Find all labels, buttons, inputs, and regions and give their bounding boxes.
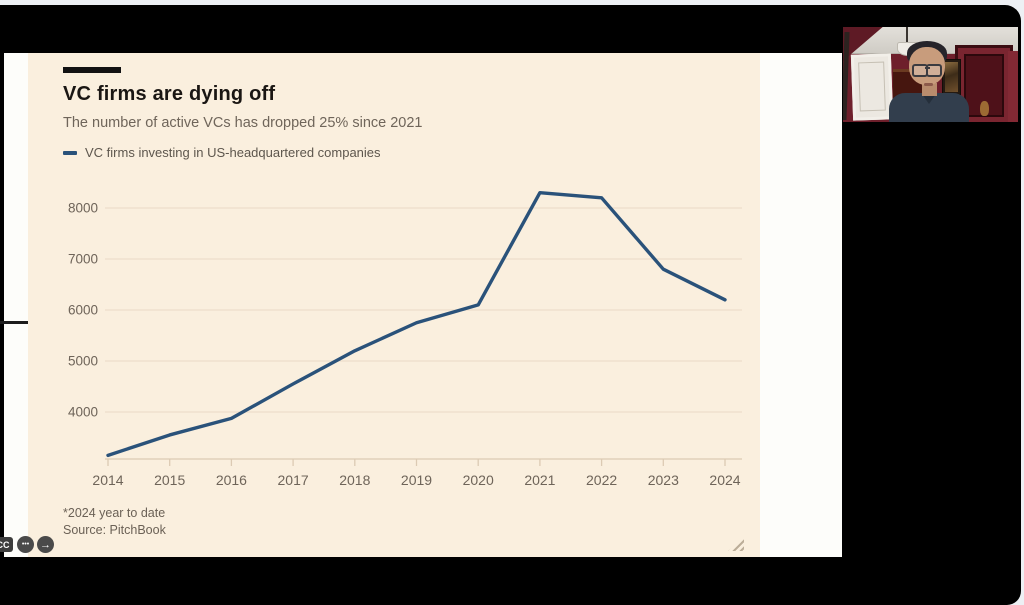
chart-footnote: *2024 year to date (63, 506, 166, 520)
x-tick-label: 2021 (524, 472, 555, 488)
webcam-thumbnail[interactable] (843, 22, 1021, 128)
more-options-button[interactable]: ••• (17, 536, 34, 553)
webcam-video (843, 27, 1018, 122)
presenter-collar (922, 94, 936, 104)
picture-art (945, 62, 958, 92)
x-tick-label: 2018 (339, 472, 370, 488)
x-tick-label: 2024 (709, 472, 740, 488)
light-fixture-stem (906, 27, 908, 43)
x-tick-label: 2023 (648, 472, 679, 488)
presenter-head (907, 41, 947, 87)
x-tick-label: 2017 (278, 472, 309, 488)
window-edge-line (0, 321, 28, 324)
chart-kicker-bar (63, 67, 121, 73)
y-tick-label: 8000 (68, 201, 98, 216)
window-left-edge (0, 53, 4, 323)
legend-line-swatch-icon (63, 150, 77, 155)
ellipsis-icon: ••• (21, 541, 30, 548)
room-pole (843, 31, 850, 121)
decorative-vase (980, 101, 989, 116)
door-panel (858, 61, 886, 112)
x-tick-label: 2015 (154, 472, 185, 488)
shared-screen-window: VC firms are dying off The number of act… (0, 53, 842, 557)
y-tick-label: 6000 (68, 303, 98, 318)
room-right-wall (1008, 51, 1018, 122)
chart-title: VC firms are dying off (63, 83, 276, 105)
next-button[interactable]: → (37, 536, 54, 553)
picture-frame (942, 59, 961, 95)
data-series-line (106, 190, 727, 458)
room-door (850, 53, 894, 121)
glasses-icon (912, 64, 942, 77)
chart-source: Source: PitchBook (63, 523, 166, 537)
chart-subtitle: The number of active VCs has dropped 25%… (63, 115, 423, 131)
y-tick-label: 5000 (68, 354, 98, 369)
x-tick-label: 2014 (92, 472, 123, 488)
presenter-torso (889, 93, 969, 122)
x-tick-label: 2022 (586, 472, 617, 488)
x-tick-label: 2016 (216, 472, 247, 488)
x-tick-label: 2020 (463, 472, 494, 488)
vc-line-chart: 4000 5000 6000 7000 8000 2014 2015 2016 2017 2018… (68, 190, 742, 488)
presenter-neck (922, 83, 937, 96)
chart-sheet: VC firms are dying off The number of act… (28, 53, 760, 557)
video-call-canvas: VC firms are dying off The number of act… (0, 5, 1021, 605)
chart-legend: VC firms investing in US-headquartered c… (63, 145, 381, 160)
presenter-mouth (924, 83, 933, 86)
presenter-face (909, 47, 945, 86)
captions-button[interactable]: CC (0, 537, 13, 552)
arrow-right-icon: → (40, 538, 51, 551)
x-tick-label: 2019 (401, 472, 432, 488)
chart-footer: *2024 year to date Source: PitchBook (63, 505, 166, 539)
y-tick-label: 7000 (68, 252, 98, 267)
y-tick-label: 4000 (68, 405, 98, 420)
legend-series-label: VC firms investing in US-headquartered c… (85, 145, 381, 160)
